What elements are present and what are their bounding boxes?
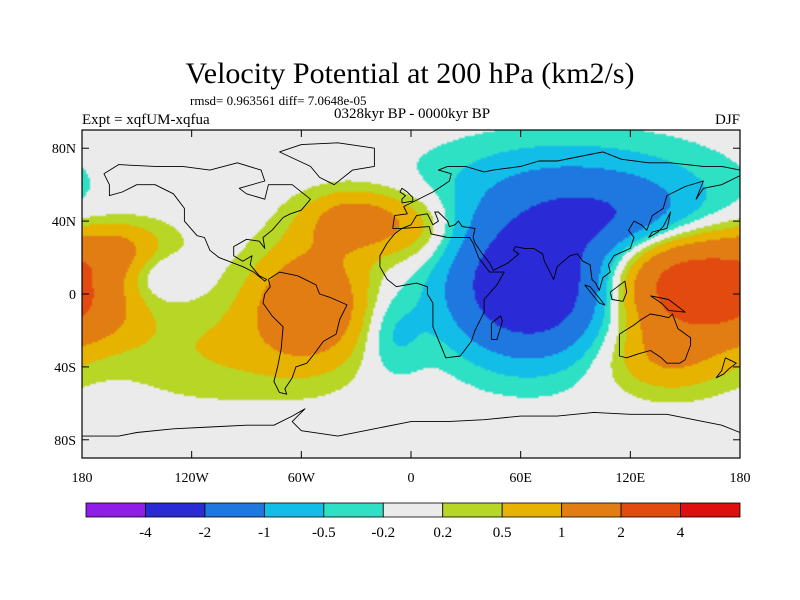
africa-coast (379, 226, 505, 359)
japan-coast (648, 211, 671, 238)
uk-coast (399, 187, 414, 204)
x-tick-label: 120E (616, 471, 646, 486)
y-tick-label: 0 (69, 288, 76, 303)
colorbar-label: -4 (139, 525, 152, 541)
x-tick-label: 120W (175, 471, 210, 486)
colorbar-swatch (263, 502, 325, 518)
season-label: DJF (715, 112, 740, 128)
x-tick-label: 180 (730, 471, 751, 486)
colorbar-swatch (204, 502, 265, 518)
x-tick-label: 180 (72, 471, 93, 486)
new-guinea-coast (650, 295, 686, 313)
colorbar-label: -0.5 (312, 525, 336, 541)
colorbar-label: 4 (677, 525, 685, 541)
x-tick-label: 60E (509, 471, 532, 486)
period-label: 0328kyr BP - 0000kyr BP (334, 106, 490, 122)
colorbar-swatch (501, 502, 563, 518)
colorbar-swatch (442, 502, 503, 518)
y-tick-label: 40S (54, 361, 76, 376)
antarctica-coast (82, 408, 741, 437)
new-zealand-coast (715, 357, 737, 379)
colorbar-label: -1 (258, 525, 271, 541)
x-axis: 180 120W 60W 0 60E 120E 180 (72, 130, 751, 486)
y-tick-label: 40N (52, 215, 76, 230)
south-america-coast (262, 271, 348, 395)
y-tick-label: 80S (54, 434, 76, 449)
greenland-coast (279, 142, 375, 186)
eurasia-coast (392, 151, 741, 291)
sumatra-coast (584, 284, 606, 306)
colorbar: -4 -2 -1 -0.5 -0.2 0.2 0.5 1 2 4 (85, 502, 741, 541)
y-tick-label: 80N (52, 142, 76, 157)
stats-label: rmsd= 0.963561 diff= 7.0648e-05 (190, 93, 367, 108)
colorbar-swatch (561, 502, 622, 518)
map-panel: 180 120W 60W 0 60E 120E 180 80N 40N 0 40S 80S (52, 129, 751, 486)
chart-title: Velocity Potential at 200 hPa (km2/s) (185, 57, 634, 90)
colorbar-label: -0.2 (371, 525, 395, 541)
colorbar-swatch (680, 502, 741, 518)
colorbar-swatch (620, 502, 681, 518)
x-tick-label: 60W (288, 471, 316, 486)
colorbar-label: -2 (199, 525, 212, 541)
colorbar-swatch (323, 502, 384, 518)
madagascar-coast (490, 315, 503, 341)
colorbar-label: 1 (558, 525, 566, 541)
velocity-potential-field (82, 130, 740, 458)
coastlines (82, 142, 741, 437)
colorbar-label: 0.5 (493, 525, 512, 541)
y-axis: 80N 40N 0 40S 80S (52, 142, 740, 449)
colorbar-swatch (382, 502, 444, 518)
x-tick-label: 0 (408, 471, 415, 486)
colorbar-swatch (145, 502, 206, 518)
indonesia-borneo-coast (609, 280, 628, 302)
colorbar-label: 2 (617, 525, 625, 541)
colorbar-label: 0.2 (433, 525, 452, 541)
north-america-coast (103, 162, 311, 282)
colorbar-swatch (85, 502, 146, 518)
australia-coast (618, 313, 692, 364)
experiment-label: Expt = xqfUM-xqfua (82, 112, 210, 128)
